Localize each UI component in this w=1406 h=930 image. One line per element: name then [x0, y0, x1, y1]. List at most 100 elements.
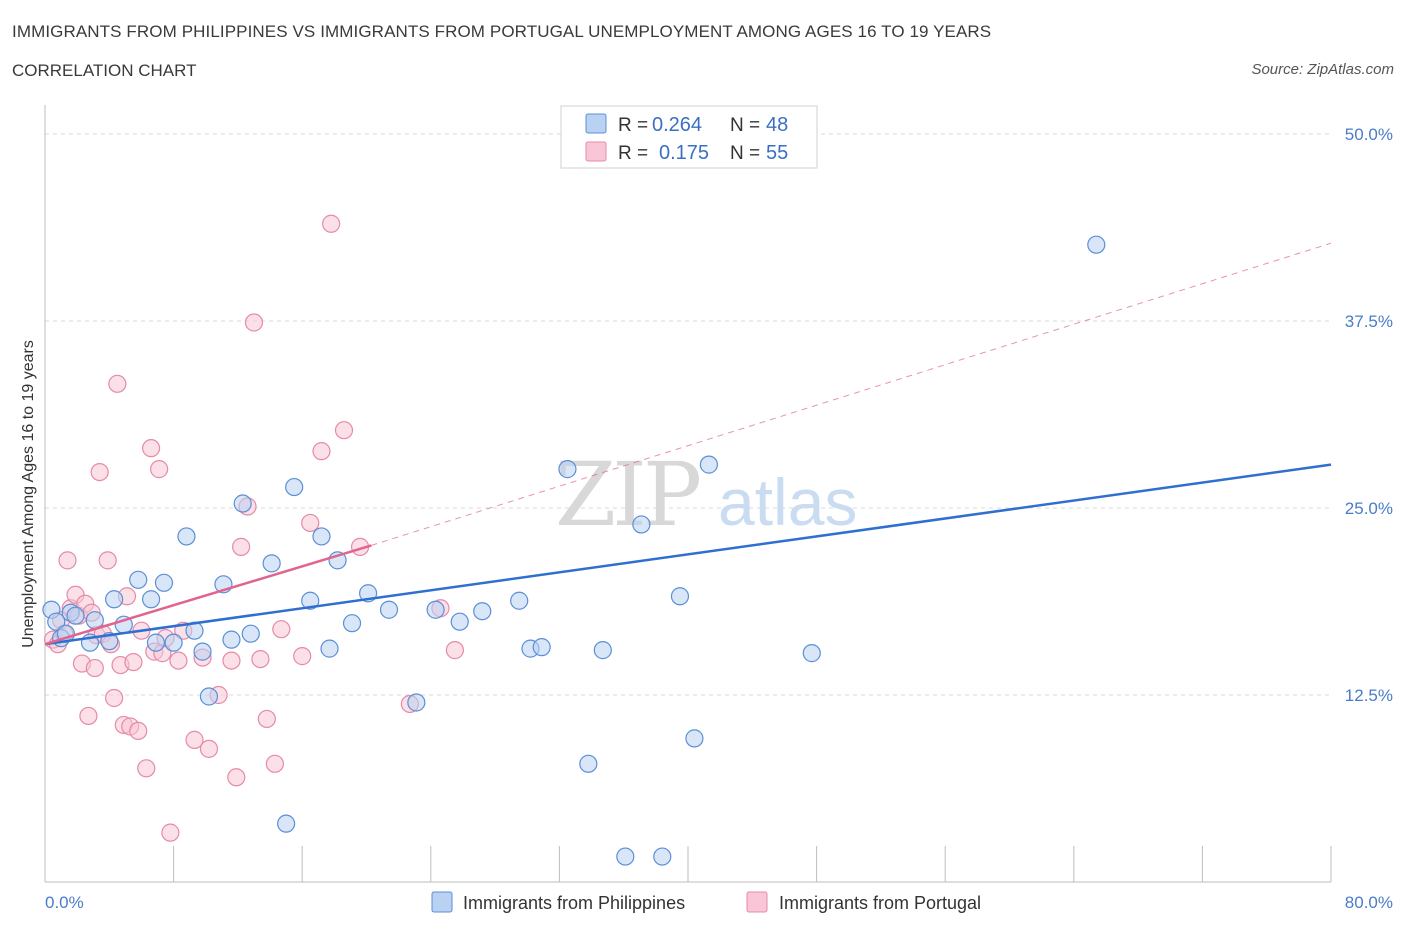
- point-portugal-46: [257, 709, 276, 729]
- legend-r-label-1: R =: [618, 143, 648, 164]
- point-philippines-9: [105, 590, 124, 609]
- point-philippines-28: [312, 527, 331, 546]
- point-philippines-24: [262, 554, 281, 573]
- point-philippines-11: [129, 570, 148, 589]
- series-legend-swatch-portugal: [746, 891, 768, 913]
- point-philippines-14: [154, 573, 174, 592]
- point-portugal-30: [150, 460, 169, 479]
- point-portugal-12: [85, 658, 104, 678]
- point-portugal-18: [105, 688, 124, 708]
- point-portugal-57: [445, 641, 465, 660]
- trend-lines: [44, 242, 1332, 646]
- point-philippines-34: [407, 693, 426, 712]
- y-axis-title: Unemployment Among Ages 16 to 19 years: [20, 340, 37, 648]
- point-portugal-51: [312, 442, 331, 461]
- point-philippines-22: [233, 494, 252, 513]
- watermark-atlas: atlas: [718, 465, 857, 539]
- legend-n-label-0: N =: [730, 115, 760, 136]
- x-tick-labels: 0.0% 80.0%: [45, 893, 1393, 912]
- point-philippines-50: [802, 644, 821, 663]
- point-philippines-12: [141, 590, 161, 609]
- point-philippines-27: [301, 591, 320, 610]
- y-tick-label-3: 50.0%: [1345, 125, 1393, 144]
- y-tick-label-1: 25.0%: [1345, 499, 1393, 518]
- point-portugal-10: [79, 706, 98, 726]
- point-portugal-53: [334, 421, 354, 440]
- x-tick-label-1: 80.0%: [1345, 893, 1393, 912]
- watermark: ZIP atlas: [555, 443, 857, 546]
- x-ticks: [173, 846, 1332, 882]
- gridlines: [45, 133, 1331, 696]
- point-portugal-50: [301, 513, 320, 533]
- trend-line-philippines: [44, 463, 1332, 646]
- point-portugal-24: [124, 652, 143, 672]
- point-philippines-1: [47, 612, 66, 631]
- legend-r-label-0: R =: [618, 115, 648, 136]
- point-philippines-29: [320, 639, 339, 658]
- x-tick-label-0: 0.0%: [45, 893, 84, 912]
- legend-n-label-1: N =: [730, 143, 760, 164]
- point-philippines-33: [379, 600, 399, 619]
- point-portugal-41: [227, 768, 246, 787]
- point-philippines-13: [146, 633, 166, 652]
- point-philippines-41: [558, 460, 577, 479]
- point-philippines-48: [685, 729, 704, 748]
- point-philippines-47: [670, 587, 690, 606]
- series-legend-swatch-philippines: [431, 891, 453, 913]
- point-philippines-51: [1087, 235, 1106, 254]
- series-legend-label-portugal: Immigrants from Portugal: [779, 893, 981, 913]
- point-philippines-16: [177, 527, 196, 546]
- point-portugal-27: [137, 759, 156, 778]
- point-portugal-34: [169, 651, 188, 670]
- trend-line-portugal: [44, 544, 372, 646]
- point-portugal-42: [232, 537, 251, 556]
- legend-n-value-1: 55: [766, 142, 788, 164]
- point-philippines-49: [699, 455, 718, 474]
- chart-title: IMMIGRANTS FROM PHILIPPINES VS IMMIGRANT…: [12, 22, 992, 41]
- point-portugal-48: [272, 620, 291, 639]
- source-label: Source: ZipAtlas.com: [1251, 61, 1394, 78]
- point-portugal-28: [141, 439, 161, 458]
- point-philippines-35: [426, 600, 445, 619]
- y-tick-label-0: 12.5%: [1345, 686, 1393, 705]
- point-portugal-38: [199, 739, 219, 758]
- point-philippines-37: [473, 602, 492, 621]
- point-philippines-45: [632, 515, 651, 534]
- point-philippines-46: [653, 847, 672, 866]
- legend-n-value-0: 48: [766, 114, 788, 136]
- point-portugal-52: [322, 214, 341, 233]
- point-philippines-36: [450, 612, 469, 631]
- legend-swatch-portugal: [585, 141, 607, 162]
- point-portugal-36: [185, 730, 204, 749]
- point-portugal-14: [90, 462, 109, 482]
- point-portugal-25: [129, 721, 148, 741]
- series-portugal: [43, 214, 465, 842]
- point-philippines-23: [241, 624, 260, 643]
- chart-subtitle: CORRELATION CHART: [12, 61, 197, 80]
- point-portugal-16: [98, 551, 117, 570]
- point-philippines-5: [66, 606, 85, 625]
- watermark-zip: ZIP: [555, 443, 700, 546]
- point-philippines-26: [285, 477, 304, 497]
- series-philippines: [42, 235, 1106, 866]
- series-legend-label-philippines: Immigrants from Philippines: [463, 893, 685, 913]
- point-philippines-15: [164, 633, 183, 652]
- series-legend: Immigrants from Philippines Immigrants f…: [431, 891, 981, 913]
- trend-extension-portugal: [371, 242, 1332, 546]
- point-philippines-44: [616, 847, 635, 866]
- point-portugal-49: [293, 647, 312, 666]
- point-philippines-40: [532, 638, 551, 657]
- point-philippines-31: [342, 614, 362, 633]
- point-philippines-43: [593, 641, 612, 660]
- point-portugal-33: [161, 823, 180, 842]
- point-philippines-21: [222, 630, 241, 649]
- point-portugal-45: [251, 649, 270, 669]
- legend-r-value-0: 0.264: [652, 114, 702, 136]
- point-portugal-44: [244, 313, 264, 332]
- stats-legend: R = 0.264 N = 48 R = 0.175 N = 55: [560, 105, 818, 169]
- point-philippines-42: [579, 754, 598, 773]
- point-portugal-19: [108, 374, 127, 393]
- y-tick-labels: 12.5% 25.0% 37.5% 50.0%: [1345, 125, 1393, 705]
- point-portugal-47: [265, 754, 284, 773]
- point-philippines-25: [277, 814, 296, 833]
